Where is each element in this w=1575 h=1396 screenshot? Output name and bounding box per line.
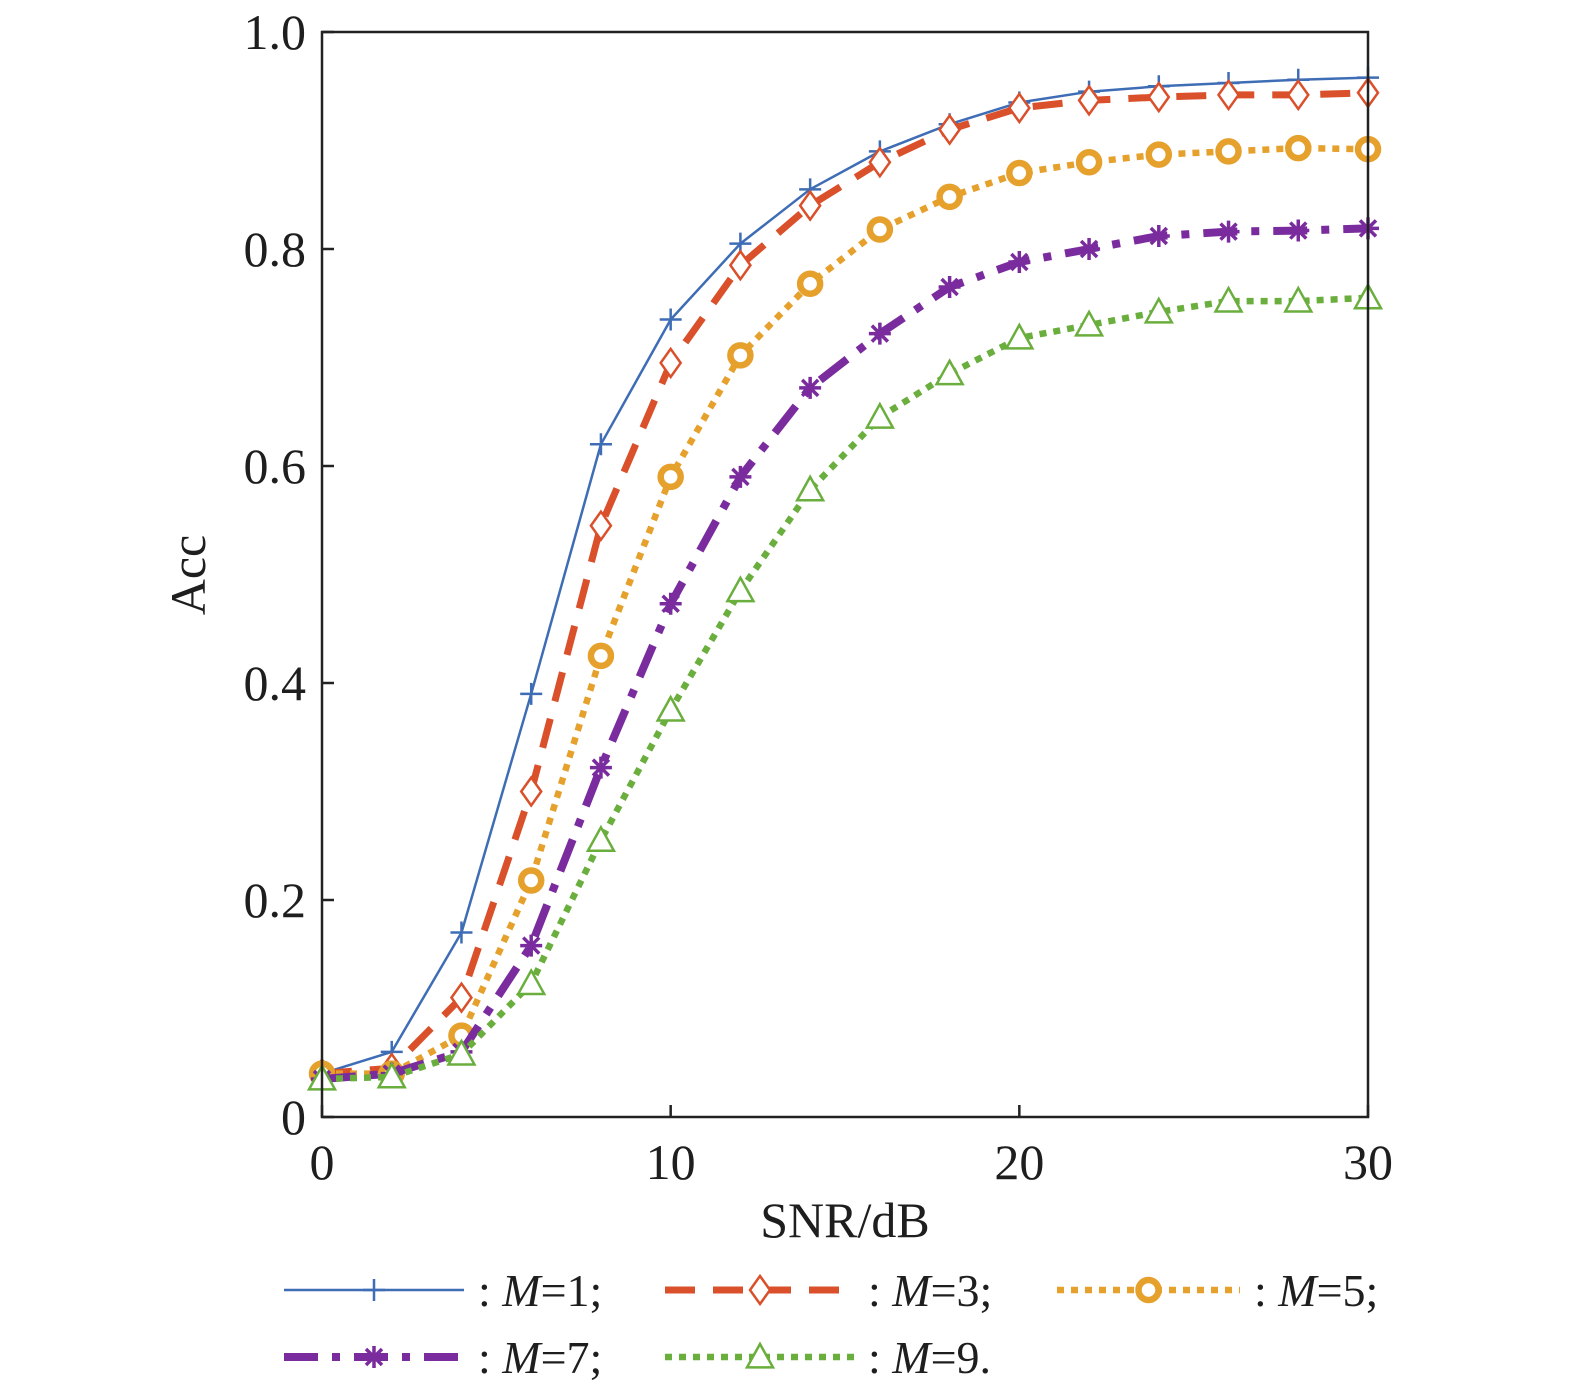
series-3-point (1285, 134, 1312, 162)
series-2-point (868, 146, 892, 179)
series-5-point (795, 474, 826, 502)
x-tick-label: 30 (1343, 1134, 1393, 1190)
y-tick-label: 0.4 (244, 655, 307, 711)
series-5-point (376, 1061, 407, 1089)
series-5-point (516, 967, 547, 996)
series-1-point (520, 682, 543, 705)
legend-marker-1 (363, 1279, 385, 1301)
series-4-point (1078, 238, 1101, 260)
series-2-point (1216, 78, 1241, 112)
series-3-point (727, 342, 754, 369)
series-3-point (1145, 141, 1173, 168)
series-2-point (728, 249, 752, 282)
series-line-5 (321, 294, 1369, 1083)
series-4-point (938, 275, 961, 298)
series-2-point (659, 346, 683, 380)
series-2-point (449, 981, 474, 1014)
series-5-point (655, 694, 686, 722)
series-4-point (1008, 251, 1031, 274)
series-5-point (585, 824, 617, 852)
axis-ticks: 0 10 20 30 0 0.2 0.4 0.6 0.8 1.0 (244, 4, 1394, 1190)
series-2-point (589, 509, 613, 542)
series-2-point (1007, 91, 1031, 125)
series-4-point (729, 465, 752, 488)
series-1-point (659, 308, 682, 331)
y-tick-label: 1.0 (244, 4, 307, 60)
series-line-1 (321, 76, 1369, 1075)
x-tick-label: 0 (310, 1134, 335, 1190)
legend-label-3: : M=5; (1254, 1265, 1378, 1316)
series-3-point (796, 270, 824, 297)
series-4-point (520, 934, 543, 957)
x-axis-title: SNR/dB (760, 1192, 930, 1248)
series-line-2 (321, 89, 1369, 1078)
series-5-point (934, 358, 965, 386)
series-5-point (1283, 285, 1314, 313)
y-axis-title: Acc (160, 535, 216, 616)
series-4-point (799, 376, 822, 399)
series-5-point (1143, 296, 1174, 324)
series-3-point (866, 216, 894, 243)
x-tick-label: 20 (994, 1134, 1044, 1190)
series-2-point (938, 113, 962, 146)
series-2-point (798, 189, 822, 222)
series-3-point (936, 183, 963, 211)
series-2-point (519, 775, 543, 808)
series-5-point (725, 575, 756, 603)
series-5-point (1213, 285, 1244, 313)
series-2-point (1147, 80, 1171, 114)
series-3-point (587, 642, 615, 670)
series-4-point (589, 756, 612, 779)
plot-frame (320, 30, 1370, 1119)
series-2-point (1077, 84, 1101, 117)
series-5-point (446, 1038, 477, 1066)
series-4-point (659, 592, 682, 615)
y-tick-label: 0.6 (244, 438, 307, 494)
y-tick-label: 0.2 (244, 872, 307, 928)
series-3-point (517, 867, 545, 894)
series-1-point (589, 433, 612, 456)
series-5-point (864, 401, 895, 429)
x-tick-label: 10 (646, 1134, 696, 1190)
y-tick-label: 0 (281, 1089, 306, 1145)
series-3-point (1215, 138, 1242, 165)
series-4-point (1287, 219, 1310, 242)
series-5-point (1004, 322, 1035, 350)
series-3-point (1006, 159, 1033, 187)
series-1-point (450, 921, 473, 944)
legend-marker-2 (748, 1273, 772, 1307)
series-5-point (1073, 309, 1105, 337)
series-3-point (657, 463, 684, 491)
series-line-3 (322, 144, 1369, 1077)
legend-marker-5 (744, 1341, 776, 1369)
legend-marker-3 (1135, 1276, 1162, 1304)
y-tick-label: 0.8 (244, 221, 307, 277)
series-4-point (868, 322, 891, 345)
legend-label-4: : M=7; (478, 1332, 602, 1383)
series-line-4 (321, 224, 1369, 1083)
legend-marker-4 (363, 1346, 385, 1368)
series-3-point (1075, 148, 1103, 176)
legend: : M=1; : M=3; : M=5; : M=7; : M=9. (284, 1265, 1378, 1383)
series-4-point (1217, 220, 1240, 243)
series-4-point (1147, 224, 1170, 247)
plot-series (306, 66, 1384, 1091)
legend-label-2: : M=3; (868, 1265, 992, 1316)
legend-label-1: : M=1; (478, 1265, 602, 1316)
series-2-point (1286, 78, 1310, 112)
legend-label-5: : M=9. (868, 1332, 991, 1383)
